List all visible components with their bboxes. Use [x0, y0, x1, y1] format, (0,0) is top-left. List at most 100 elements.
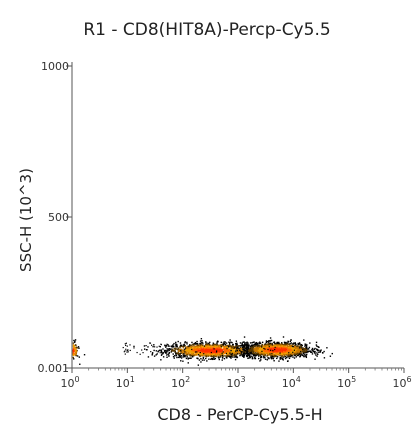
data-point: [214, 344, 217, 347]
data-point: [234, 355, 236, 357]
data-point: [267, 351, 270, 354]
data-point: [201, 355, 204, 357]
data-point: [227, 352, 229, 354]
data-point: [125, 342, 127, 344]
data-point: [302, 352, 305, 354]
data-point: [228, 349, 230, 352]
data-point: [284, 343, 286, 346]
data-point: [83, 354, 86, 356]
data-point: [234, 342, 237, 345]
data-point: [280, 357, 283, 359]
data-point: [300, 345, 303, 348]
data-point: [199, 351, 201, 354]
data-point: [78, 347, 80, 349]
data-point: [171, 348, 174, 350]
data-point: [294, 348, 296, 351]
data-point: [254, 343, 256, 345]
data-point: [288, 347, 290, 349]
data-point: [269, 346, 271, 349]
data-point: [72, 353, 74, 356]
data-point: [209, 341, 211, 344]
data-point: [281, 343, 283, 345]
data-point: [235, 351, 238, 354]
data-point: [284, 347, 286, 349]
data-point: [74, 340, 76, 343]
data-point: [317, 353, 319, 355]
data-point: [277, 349, 280, 351]
data-point: [213, 344, 216, 347]
data-point: [221, 344, 223, 346]
data-point: [198, 359, 201, 361]
data-point: [177, 353, 179, 355]
data-point: [166, 351, 168, 353]
data-point: [307, 350, 310, 352]
data-point: [244, 349, 247, 352]
data-point: [211, 344, 214, 346]
data-point: [281, 355, 283, 358]
data-point: [266, 349, 269, 352]
data-point: [142, 352, 144, 354]
data-point: [236, 353, 238, 356]
data-point: [263, 343, 266, 346]
data-point: [160, 359, 162, 361]
data-point: [199, 350, 202, 352]
data-point: [278, 345, 281, 347]
data-point: [190, 354, 193, 357]
data-point: [152, 345, 154, 348]
data-point: [178, 352, 180, 355]
data-point: [219, 348, 221, 350]
data-point: [287, 345, 289, 348]
data-point: [297, 354, 299, 357]
data-point: [257, 342, 260, 344]
data-point: [261, 341, 264, 344]
data-point: [224, 344, 227, 346]
data-point: [272, 354, 274, 356]
data-point: [235, 348, 238, 350]
data-point: [164, 349, 166, 352]
data-point: [242, 351, 244, 353]
data-point: [258, 342, 261, 345]
data-point: [256, 343, 259, 345]
data-point: [78, 356, 81, 358]
data-point: [296, 347, 299, 349]
data-point: [255, 349, 258, 351]
data-point: [166, 350, 168, 352]
data-point: [295, 348, 298, 351]
data-point: [216, 350, 219, 353]
data-point: [261, 347, 263, 349]
data-point: [127, 351, 129, 353]
data-point: [225, 345, 227, 348]
data-point: [196, 340, 198, 343]
data-point: [151, 354, 153, 356]
data-point: [275, 351, 277, 354]
data-point: [263, 350, 265, 353]
data-point: [192, 343, 194, 345]
data-point: [276, 353, 278, 355]
data-point: [209, 344, 211, 346]
data-point: [202, 348, 204, 350]
data-point: [313, 350, 315, 353]
data-point: [291, 354, 293, 357]
data-point: [230, 349, 232, 351]
data-point: [272, 344, 275, 347]
x-tick-label: 103: [226, 375, 245, 390]
data-point: [231, 352, 233, 354]
data-point: [165, 352, 167, 354]
data-point: [201, 351, 203, 353]
data-point: [284, 352, 287, 354]
data-point: [226, 355, 228, 357]
data-point: [247, 343, 249, 345]
data-point: [284, 350, 286, 352]
data-point: [180, 348, 182, 350]
data-point: [182, 356, 184, 358]
data-point: [283, 353, 286, 355]
data-point: [72, 352, 74, 355]
data-point: [189, 355, 191, 357]
data-point: [199, 348, 201, 350]
data-point: [286, 350, 289, 352]
data-point: [240, 345, 242, 347]
data-point: [289, 340, 292, 343]
data-point: [293, 348, 296, 350]
data-point: [295, 353, 298, 355]
data-point: [216, 350, 218, 352]
